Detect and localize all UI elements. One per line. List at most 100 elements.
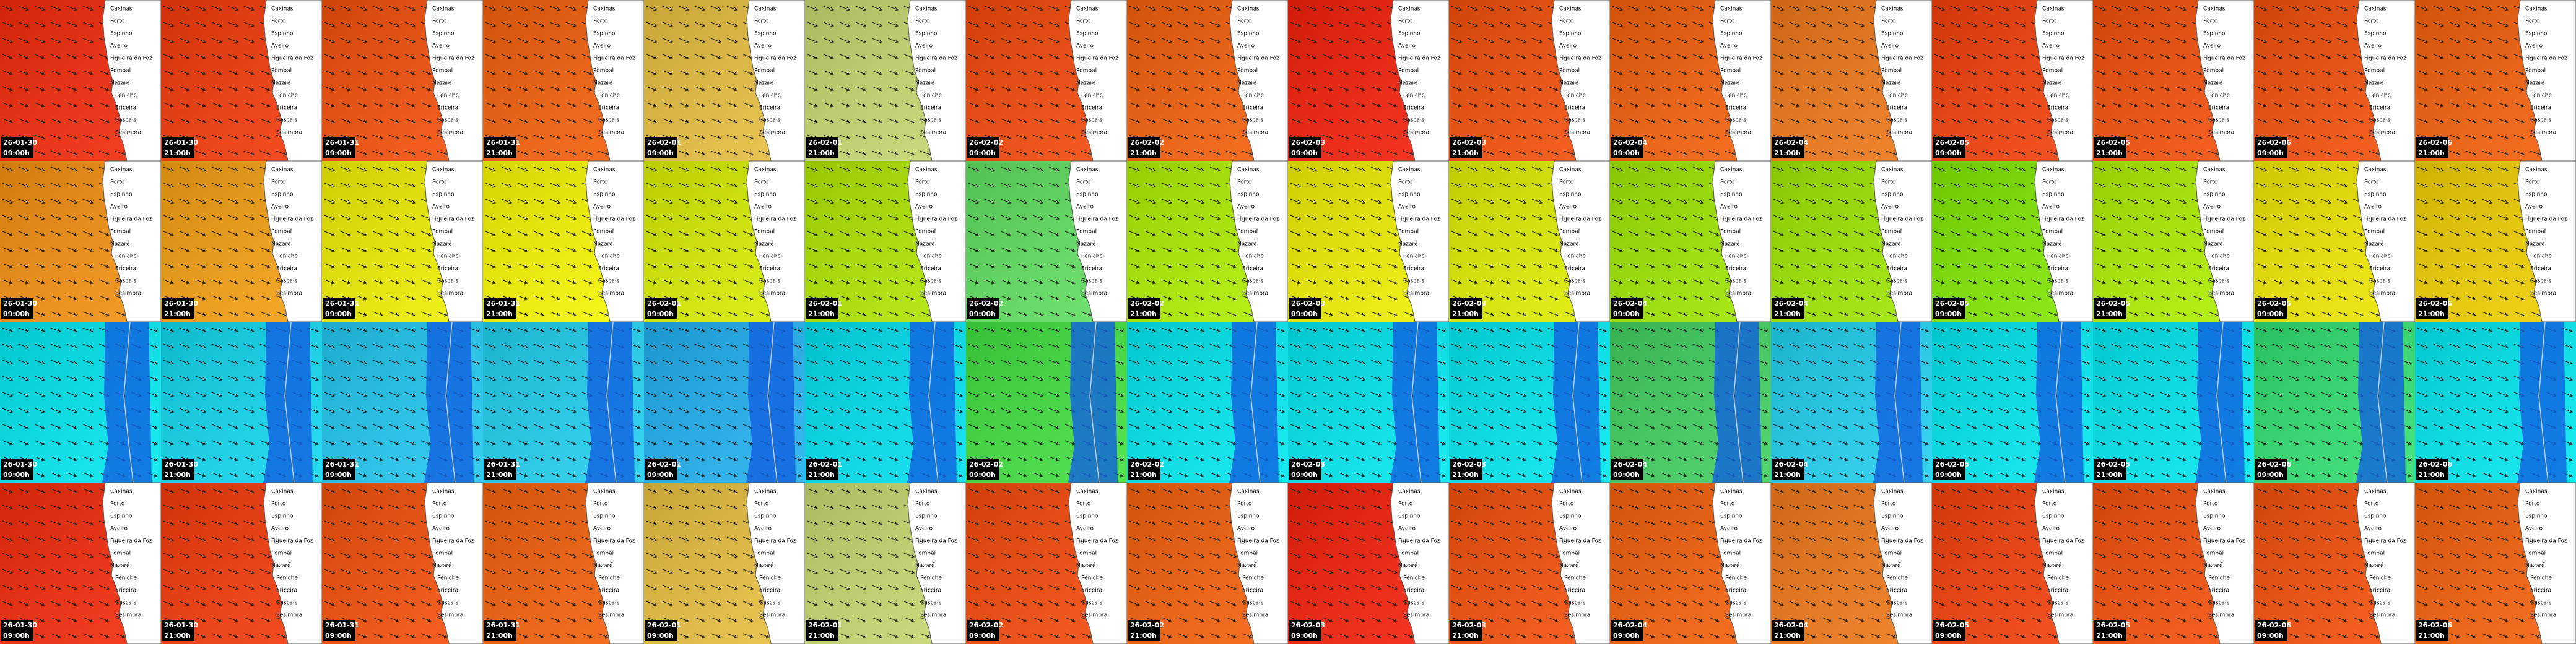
town-label: Nazaré (593, 80, 613, 87)
time-label: 09:00h (325, 471, 352, 479)
town-label: Cascais (437, 600, 458, 606)
near-shore-field (907, 322, 957, 483)
town-label: Nazaré (110, 241, 130, 248)
town-label: Aveiro (2364, 526, 2382, 532)
town-label: Nazaré (593, 241, 613, 248)
town-label: Espinho (2203, 192, 2226, 198)
town-label: Peniche (2369, 93, 2391, 99)
town-label: Porto (110, 19, 125, 25)
town-label: Ericeira (276, 588, 297, 594)
label-box (967, 137, 999, 158)
date-label: 26-02-06 (2257, 460, 2291, 468)
town-label: Espinho (110, 514, 133, 520)
town-label: Aveiro (2042, 526, 2060, 532)
town-label: Sesimbra (2530, 613, 2556, 619)
town-label: Figueira da Foz (2525, 217, 2567, 223)
town-label: Figueira da Foz (1559, 56, 1601, 62)
date-label: 26-02-04 (1613, 621, 1647, 629)
town-label: Espinho (2203, 31, 2226, 37)
town-label: Nazaré (432, 80, 452, 87)
town-label: Aveiro (2042, 204, 2060, 210)
map-tile: Caxinas Porto Espinho Aveiro Figueira da Foz… (322, 0, 484, 162)
town-label: Figueira da Foz (271, 217, 313, 223)
date-label: 26-02-01 (808, 621, 842, 629)
town-label: Peniche (276, 254, 298, 260)
town-label: Sesimbra (2208, 291, 2234, 297)
town-label: Pombal (271, 68, 292, 74)
label-box (162, 137, 194, 158)
town-label: Pombal (1398, 68, 1419, 74)
time-label: 09:00h (3, 310, 30, 318)
town-label: Cascais (1403, 278, 1424, 285)
time-label: 09:00h (1935, 471, 1962, 479)
label-box (2094, 298, 2126, 319)
town-label: Aveiro (271, 204, 289, 210)
town-label: Sesimbra (1403, 613, 1429, 619)
town-label: Pombal (2203, 68, 2224, 74)
town-label: Sesimbra (2530, 130, 2556, 136)
time-label: 09:00h (1935, 149, 1962, 157)
town-label: Figueira da Foz (1881, 538, 1923, 545)
town-label: Espinho (915, 31, 938, 37)
town-label: Espinho (110, 192, 133, 198)
town-label: Nazaré (2364, 80, 2384, 87)
label-box (323, 298, 355, 319)
town-label: Porto (2042, 19, 2057, 25)
time-label: 09:00h (2257, 632, 2284, 640)
town-label: Nazaré (1881, 80, 1901, 87)
town-label: Porto (1720, 179, 1735, 186)
town-label: Pombal (2364, 68, 2385, 74)
label-box (1128, 620, 1160, 641)
map-tile: Caxinas Porto Espinho Aveiro Figueira da Foz… (2415, 482, 2576, 644)
town-label: Nazaré (915, 80, 935, 87)
town-label: Pombal (2042, 68, 2063, 74)
town-label: Aveiro (432, 204, 450, 210)
town-label: Figueira da Foz (915, 217, 957, 223)
town-label: Espinho (1237, 31, 1260, 37)
map-tile: Caxinas Porto Espinho Aveiro Figueira da Foz… (161, 160, 323, 322)
map-tile: Caxinas Porto Espinho Aveiro Figueira da Foz… (1449, 482, 1611, 644)
town-label: Caxinas (2042, 6, 2065, 12)
map-tile: Caxinas Porto Espinho Aveiro Figueira da Foz… (966, 160, 1128, 322)
date-label: 26-02-04 (1613, 460, 1647, 468)
town-label: Ericeira (2047, 588, 2068, 594)
town-label: Figueira da Foz (1559, 217, 1601, 223)
label-box (2255, 459, 2287, 480)
label-box (323, 137, 355, 158)
town-label: Ericeira (2047, 266, 2068, 272)
time-label: 21:00h (486, 149, 513, 157)
map-tile: Caxinas Porto Espinho Aveiro Figueira da Foz… (1288, 482, 1450, 644)
map-tile: 26-01-30 21:00h (161, 321, 322, 483)
town-label: Pombal (1076, 68, 1097, 74)
town-label: Ericeira (276, 266, 297, 272)
town-label: Pombal (1720, 551, 1741, 557)
town-label: Caxinas (754, 167, 777, 173)
time-label: 21:00h (164, 149, 191, 157)
map-tile: 26-02-05 21:00h (2093, 321, 2254, 483)
town-label: Figueira da Foz (2203, 56, 2245, 62)
town-label: Peniche (1081, 93, 1103, 99)
time-label: 21:00h (2418, 310, 2445, 318)
time-label: 09:00h (3, 632, 30, 640)
town-label: Aveiro (2364, 204, 2382, 210)
date-label: 26-02-03 (1291, 299, 1325, 308)
town-label: Aveiro (1559, 43, 1577, 50)
map-tile: 26-02-02 21:00h (1127, 321, 1288, 483)
town-label: Caxinas (110, 167, 133, 173)
town-label: Nazaré (432, 562, 452, 569)
town-label: Ericeira (759, 266, 780, 272)
town-label: Figueira da Foz (2364, 56, 2406, 62)
town-label: Porto (271, 501, 286, 507)
town-label: Nazaré (593, 562, 613, 569)
map-tile: Caxinas Porto Espinho Aveiro Figueira da Foz… (2093, 160, 2255, 322)
time-label: 09:00h (2257, 471, 2284, 479)
town-label: Ericeira (920, 266, 941, 272)
town-label: Sesimbra (437, 291, 463, 297)
date-label: 26-02-06 (2418, 460, 2452, 468)
town-label: Caxinas (2364, 6, 2387, 12)
town-label: Figueira da Foz (2203, 538, 2245, 545)
town-label: Cascais (2208, 278, 2229, 285)
date-label: 26-01-30 (3, 460, 37, 468)
town-label: Espinho (754, 31, 777, 37)
town-label: Pombal (1237, 229, 1258, 235)
